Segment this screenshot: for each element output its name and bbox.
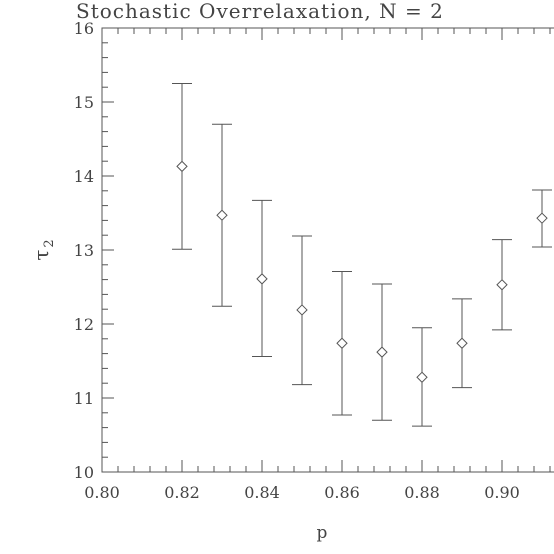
svg-text:τ2: τ2 (29, 239, 57, 260)
x-tick-label: 0.80 (84, 483, 120, 502)
y-tick-label: 16 (74, 19, 94, 38)
diamond-marker (376, 346, 388, 358)
diamond-marker (216, 209, 228, 221)
data-point (292, 235, 312, 386)
diamond-marker (296, 304, 308, 316)
data-point (412, 327, 432, 427)
diamond-marker (496, 279, 508, 291)
y-tick-label: 10 (74, 463, 94, 482)
diamond-marker (256, 273, 268, 285)
plot-frame (101, 27, 554, 473)
data-point (452, 298, 472, 389)
y-axis-title-subscript: 2 (42, 239, 57, 247)
chart-title: Stochastic Overrelaxation, N = 2 (76, 0, 444, 23)
data-point (172, 83, 192, 250)
y-axis-title: τ2 (29, 239, 57, 260)
data-point (532, 189, 552, 248)
x-tick-label: 0.90 (484, 483, 520, 502)
data-point (372, 283, 392, 421)
y-tick-label: 11 (74, 389, 94, 408)
diamond-marker (336, 337, 348, 349)
data-point (212, 123, 232, 307)
diamond-marker (456, 337, 468, 349)
diamond-marker (536, 212, 548, 224)
data-point (332, 270, 352, 416)
y-tick-label: 13 (74, 241, 94, 260)
data-point (492, 239, 512, 331)
x-axis-title: p (317, 523, 328, 543)
diamond-marker (176, 160, 188, 173)
x-tick-label: 0.88 (404, 483, 440, 502)
y-tick-label: 12 (74, 315, 94, 334)
axis-tick-labels: 0.800.820.840.860.880.900.91011121314151… (74, 19, 520, 502)
y-tick-label: 15 (74, 93, 94, 112)
x-tick-label: 0.86 (324, 483, 360, 502)
axis-ticks (101, 27, 551, 473)
data-point (252, 199, 272, 358)
y-tick-label: 14 (74, 167, 94, 186)
x-tick-label: 0.84 (244, 483, 280, 502)
diamond-marker (416, 371, 428, 383)
x-tick-label: 0.82 (164, 483, 200, 502)
data-marks (172, 83, 552, 427)
y-axis-title-symbol: τ (29, 250, 53, 261)
